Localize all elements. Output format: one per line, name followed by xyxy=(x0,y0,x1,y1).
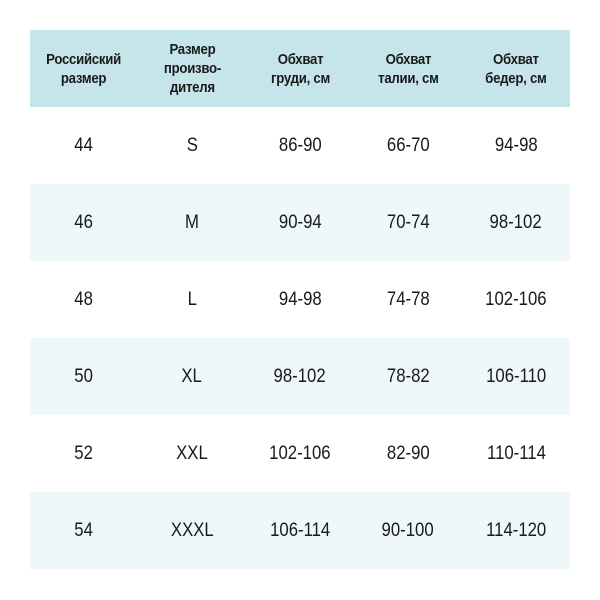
header-waist: Обхват талии, см xyxy=(377,50,439,87)
cell-chest: 94-98 xyxy=(278,288,322,310)
cell-hips: 106-110 xyxy=(485,365,547,387)
cell-chest: 106-114 xyxy=(269,519,331,541)
cell-manufacturer-size: XXL xyxy=(176,442,208,464)
cell-chest: 98-102 xyxy=(273,365,327,387)
cell-chest: 102-106 xyxy=(269,442,331,464)
table-row: 48 L 94-98 74-78 102-106 xyxy=(30,261,570,338)
cell-waist: 70-74 xyxy=(386,211,430,233)
cell-waist: 66-70 xyxy=(386,134,430,156)
cell-russian-size: 52 xyxy=(74,442,94,464)
cell-russian-size: 48 xyxy=(74,288,94,310)
header-manufacturer-size: Размер произво- дителя xyxy=(163,41,221,96)
header-row: Российский размер Размер произво- дителя… xyxy=(30,30,570,107)
table-row: 44 S 86-90 66-70 94-98 xyxy=(30,107,570,184)
table-row: 52 XXL 102-106 82-90 110-114 xyxy=(30,415,570,492)
cell-russian-size: 46 xyxy=(74,211,94,233)
cell-waist: 74-78 xyxy=(386,288,430,310)
cell-manufacturer-size: XL xyxy=(181,365,203,387)
cell-hips: 98-102 xyxy=(489,211,543,233)
table-row: 46 M 90-94 70-74 98-102 xyxy=(30,184,570,261)
cell-manufacturer-size: L xyxy=(187,288,197,310)
table-row: 54 XXXL 106-114 90-100 114-120 xyxy=(30,492,570,569)
cell-waist: 78-82 xyxy=(386,365,430,387)
cell-hips: 110-114 xyxy=(486,442,546,464)
size-chart-table: Российский размер Размер произво- дителя… xyxy=(30,30,570,569)
cell-manufacturer-size: M xyxy=(185,211,199,233)
cell-russian-size: 50 xyxy=(74,365,94,387)
cell-waist: 90-100 xyxy=(381,519,435,541)
cell-chest: 90-94 xyxy=(278,211,322,233)
cell-hips: 114-120 xyxy=(485,519,547,541)
cell-russian-size: 44 xyxy=(74,134,94,156)
cell-russian-size: 54 xyxy=(74,519,94,541)
cell-waist: 82-90 xyxy=(386,442,430,464)
table-row: 50 XL 98-102 78-82 106-110 xyxy=(30,338,570,415)
cell-manufacturer-size: S xyxy=(186,134,198,156)
cell-chest: 86-90 xyxy=(278,134,322,156)
header-hips: Обхват бедер, см xyxy=(485,50,547,87)
cell-hips: 102-106 xyxy=(485,288,547,310)
header-chest: Обхват груди, см xyxy=(270,50,330,87)
header-russian-size: Российский размер xyxy=(46,50,122,87)
cell-manufacturer-size: XXXL xyxy=(170,519,214,541)
cell-hips: 94-98 xyxy=(494,134,538,156)
